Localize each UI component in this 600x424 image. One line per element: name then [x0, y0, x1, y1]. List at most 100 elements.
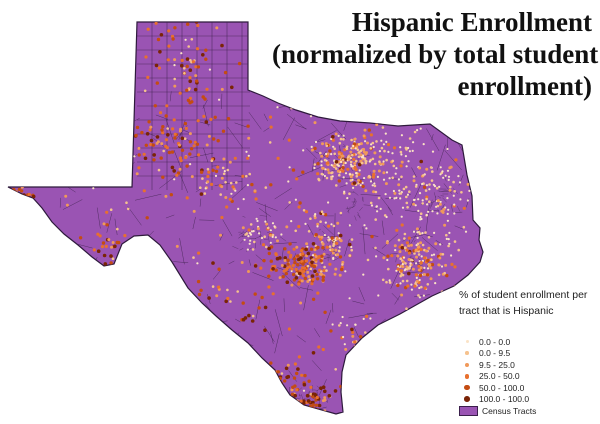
school-point: [310, 145, 313, 148]
school-point: [107, 238, 111, 242]
school-point: [173, 77, 176, 81]
tract-boundary: [362, 196, 364, 202]
tract-boundary: [69, 393, 83, 404]
school-point: [164, 194, 168, 198]
school-point: [143, 277, 147, 282]
school-point: [164, 144, 168, 148]
tract-boundary: [277, 105, 287, 108]
tract-boundary: [284, 201, 293, 210]
school-point: [352, 142, 357, 146]
school-point: [24, 315, 29, 319]
school-point: [339, 322, 342, 325]
tract-boundary: [430, 199, 433, 207]
school-point: [149, 138, 154, 143]
tract-boundary: [54, 379, 72, 393]
tract-boundary: [395, 256, 397, 263]
school-point: [328, 245, 332, 248]
school-point: [196, 23, 200, 28]
school-point: [453, 212, 456, 215]
school-point: [321, 242, 325, 246]
school-point: [439, 200, 442, 203]
school-point: [341, 154, 345, 158]
school-point: [328, 238, 332, 241]
school-point: [311, 277, 315, 281]
school-point: [338, 273, 342, 277]
school-point: [14, 198, 18, 202]
tract-boundary: [433, 192, 436, 198]
school-point: [134, 133, 138, 138]
school-point: [359, 184, 362, 187]
school-point: [323, 213, 328, 217]
school-point: [338, 233, 343, 238]
school-point: [204, 57, 208, 61]
school-point: [230, 85, 234, 90]
school-point: [301, 170, 305, 174]
school-point: [365, 314, 369, 318]
school-point: [309, 217, 312, 220]
school-point: [152, 158, 156, 162]
tract-boundary: [264, 204, 269, 230]
school-point: [447, 289, 451, 293]
school-point: [183, 311, 187, 314]
school-point: [361, 154, 365, 157]
school-point: [453, 190, 457, 193]
tract-boundary: [421, 237, 438, 251]
school-point: [291, 263, 295, 268]
tract-boundary: [300, 409, 307, 412]
tract-boundary: [27, 110, 32, 119]
school-point: [425, 213, 428, 217]
school-point: [384, 193, 387, 196]
school-point: [368, 175, 372, 179]
school-point: [397, 178, 400, 181]
school-point: [400, 153, 403, 156]
school-point: [316, 291, 320, 295]
school-point: [407, 251, 411, 255]
school-point: [280, 233, 283, 236]
tract-boundary: [359, 233, 379, 237]
school-point: [392, 189, 395, 193]
school-point: [332, 145, 335, 148]
school-point: [383, 214, 387, 217]
school-point: [157, 66, 161, 70]
school-point: [278, 276, 282, 280]
school-point: [92, 353, 96, 357]
school-point: [453, 265, 457, 269]
school-point: [296, 254, 300, 258]
school-point: [320, 273, 324, 276]
school-point: [400, 293, 404, 297]
school-point: [135, 125, 140, 130]
school-point: [339, 211, 343, 215]
school-point: [350, 327, 354, 332]
school-point: [371, 184, 374, 187]
tract-boundary: [387, 385, 410, 399]
school-point: [147, 120, 151, 124]
school-point: [410, 288, 413, 291]
school-point: [228, 197, 232, 201]
school-point: [184, 155, 188, 160]
school-point: [376, 408, 379, 411]
school-point: [359, 142, 363, 146]
school-point: [319, 220, 322, 223]
school-point: [333, 272, 337, 276]
tract-boundary: [335, 101, 359, 111]
tract-boundary: [155, 114, 168, 120]
school-point: [243, 238, 246, 241]
school-point: [380, 146, 384, 150]
school-point: [362, 156, 365, 159]
school-point: [458, 181, 462, 184]
tract-boundary: [440, 203, 445, 210]
legend-item-25-50: 25.0 - 50.0: [459, 371, 600, 383]
school-point: [362, 348, 366, 351]
school-point: [425, 273, 430, 277]
school-point: [364, 189, 368, 193]
school-point: [350, 248, 354, 252]
school-point: [343, 148, 347, 152]
tract-boundary: [212, 270, 221, 280]
school-point: [313, 248, 317, 252]
tract-boundary: [239, 248, 244, 251]
school-point: [462, 206, 466, 210]
school-point: [441, 253, 445, 256]
tract-boundary: [117, 122, 134, 144]
school-point: [217, 285, 221, 289]
school-point: [325, 152, 328, 156]
